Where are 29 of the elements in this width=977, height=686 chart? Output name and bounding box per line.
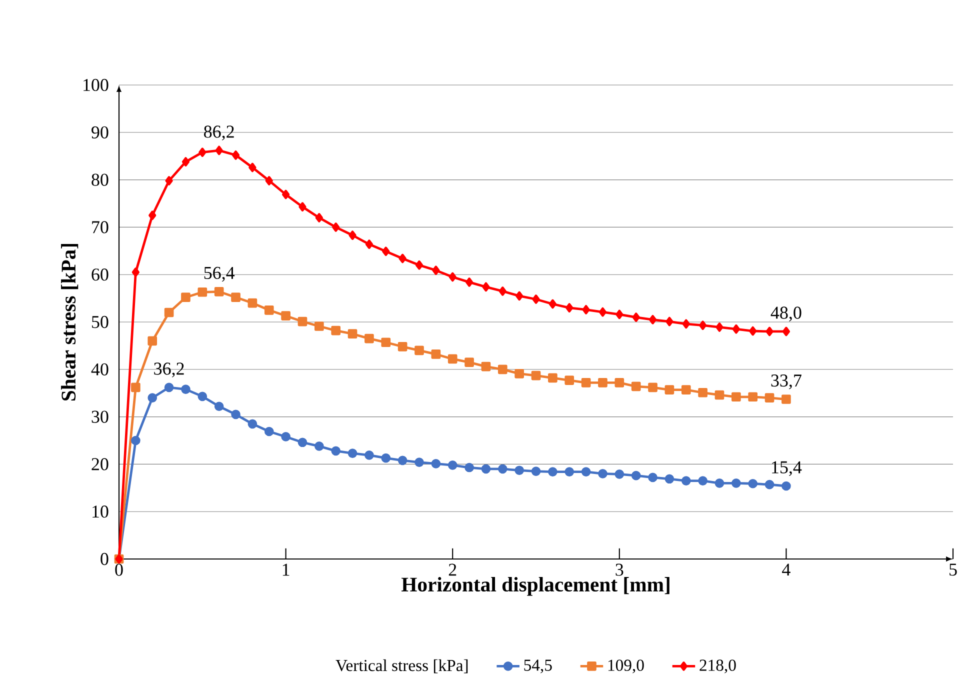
x-tick-label: 4 [782,564,790,576]
legend-title: Vertical stress [kPa] [336,659,468,674]
x-tick-label: 3 [616,564,624,576]
y-tick-label: 70 [92,221,108,234]
data-label: 56,4 [204,266,235,282]
legend-label: 54,5 [524,660,552,674]
y-tick-label: 100 [84,78,108,92]
y-tick-label: 30 [92,410,108,423]
y-tick-label: 80 [92,174,108,186]
y-tick-label: 90 [92,126,108,138]
x-axis-title: Horizontal displacement [mm] [401,577,670,596]
y-tick-label: 60 [92,268,108,281]
data-label: 36,2 [154,362,184,378]
data-label: 33,7 [771,374,802,390]
y-tick-label: 10 [92,506,108,518]
data-label: 48,0 [770,306,802,322]
legend-label: 218,0 [700,660,736,674]
data-label: 15,4 [772,461,802,476]
y-tick-label: 50 [92,316,108,328]
y-tick-label: 20 [92,458,108,470]
x-tick-label: 2 [448,564,456,576]
data-label: 86,2 [204,126,234,140]
y-tick-label: 40 [91,363,108,376]
y-axis-title: Shear stress [kPa] [61,244,78,400]
x-tick-label: 1 [282,564,290,576]
legend-label: 109,0 [608,660,644,674]
x-tick-label: 0 [115,564,123,576]
x-tick-label: 5 [950,564,957,576]
y-tick-label: 0 [100,552,108,566]
